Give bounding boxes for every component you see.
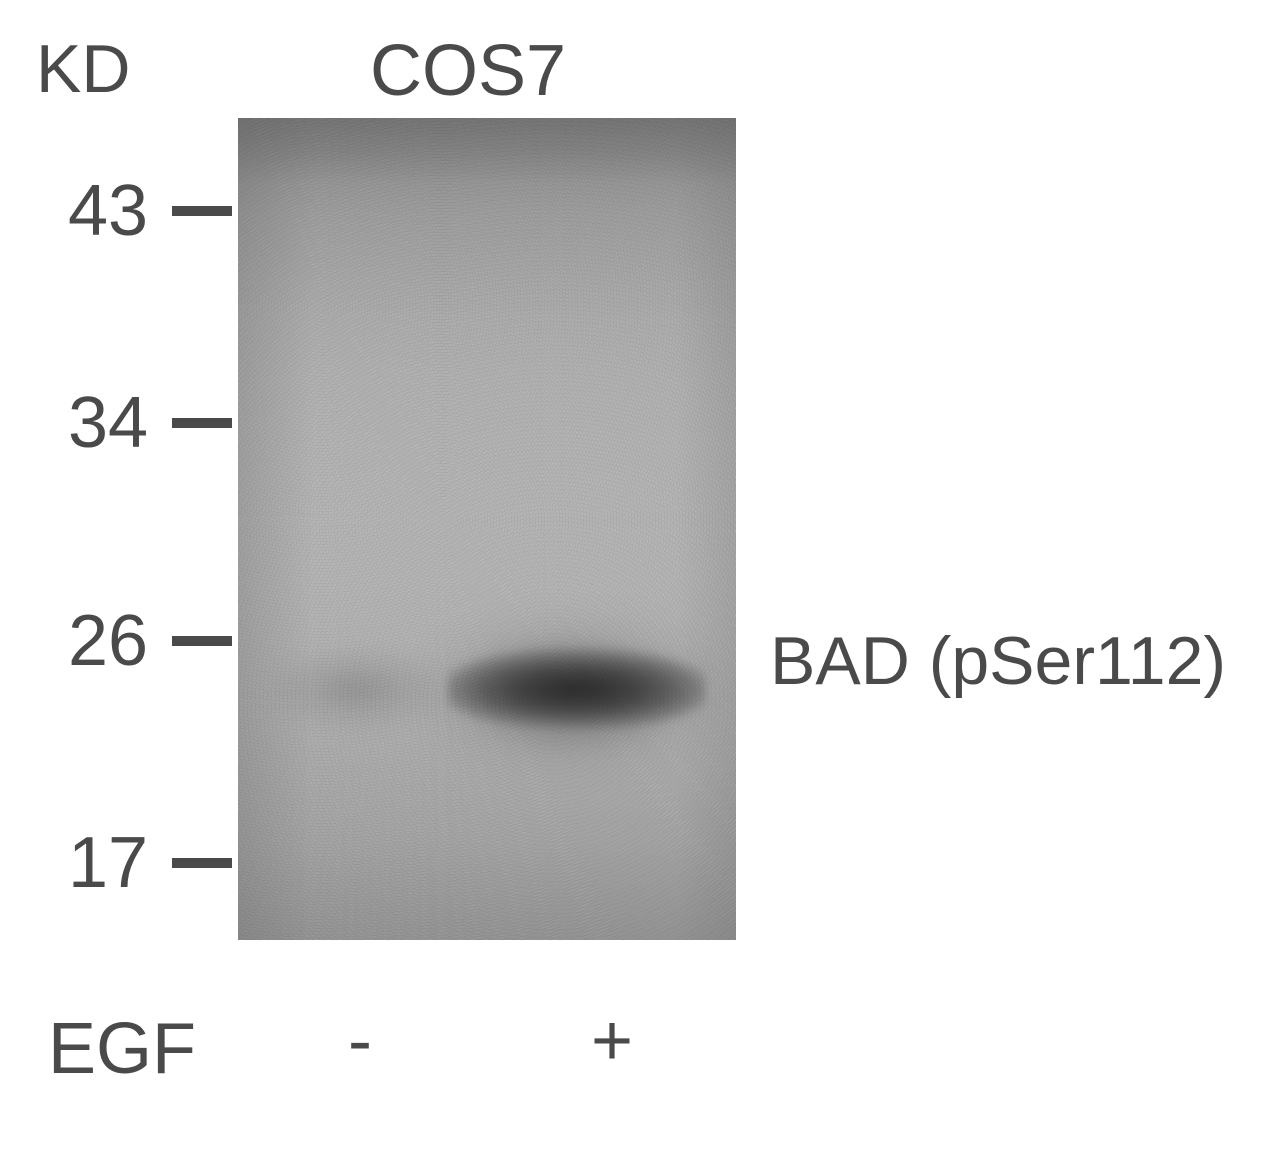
blot-membrane: [238, 118, 736, 940]
mw-tick-26: [172, 636, 232, 646]
mw-label-17: 17: [68, 822, 148, 904]
mw-label-43: 43: [68, 170, 148, 252]
mw-tick-34: [172, 418, 232, 428]
lane-header: COS7: [370, 30, 566, 112]
units-label: KD: [36, 30, 130, 108]
band-annotation: BAD (pSer112): [770, 622, 1226, 700]
mw-tick-17: [172, 858, 232, 868]
treatment-plus: +: [582, 1000, 642, 1082]
blot-noise: [238, 118, 736, 940]
mw-label-26: 26: [68, 600, 148, 682]
figure-container: KD 43 34 26 17 COS7 BAD (pSer112) EGF - …: [0, 0, 1280, 1152]
treatment-label: EGF: [48, 1008, 196, 1090]
mw-tick-43: [172, 206, 232, 216]
mw-label-34: 34: [68, 382, 148, 464]
treatment-minus: -: [330, 1000, 390, 1082]
